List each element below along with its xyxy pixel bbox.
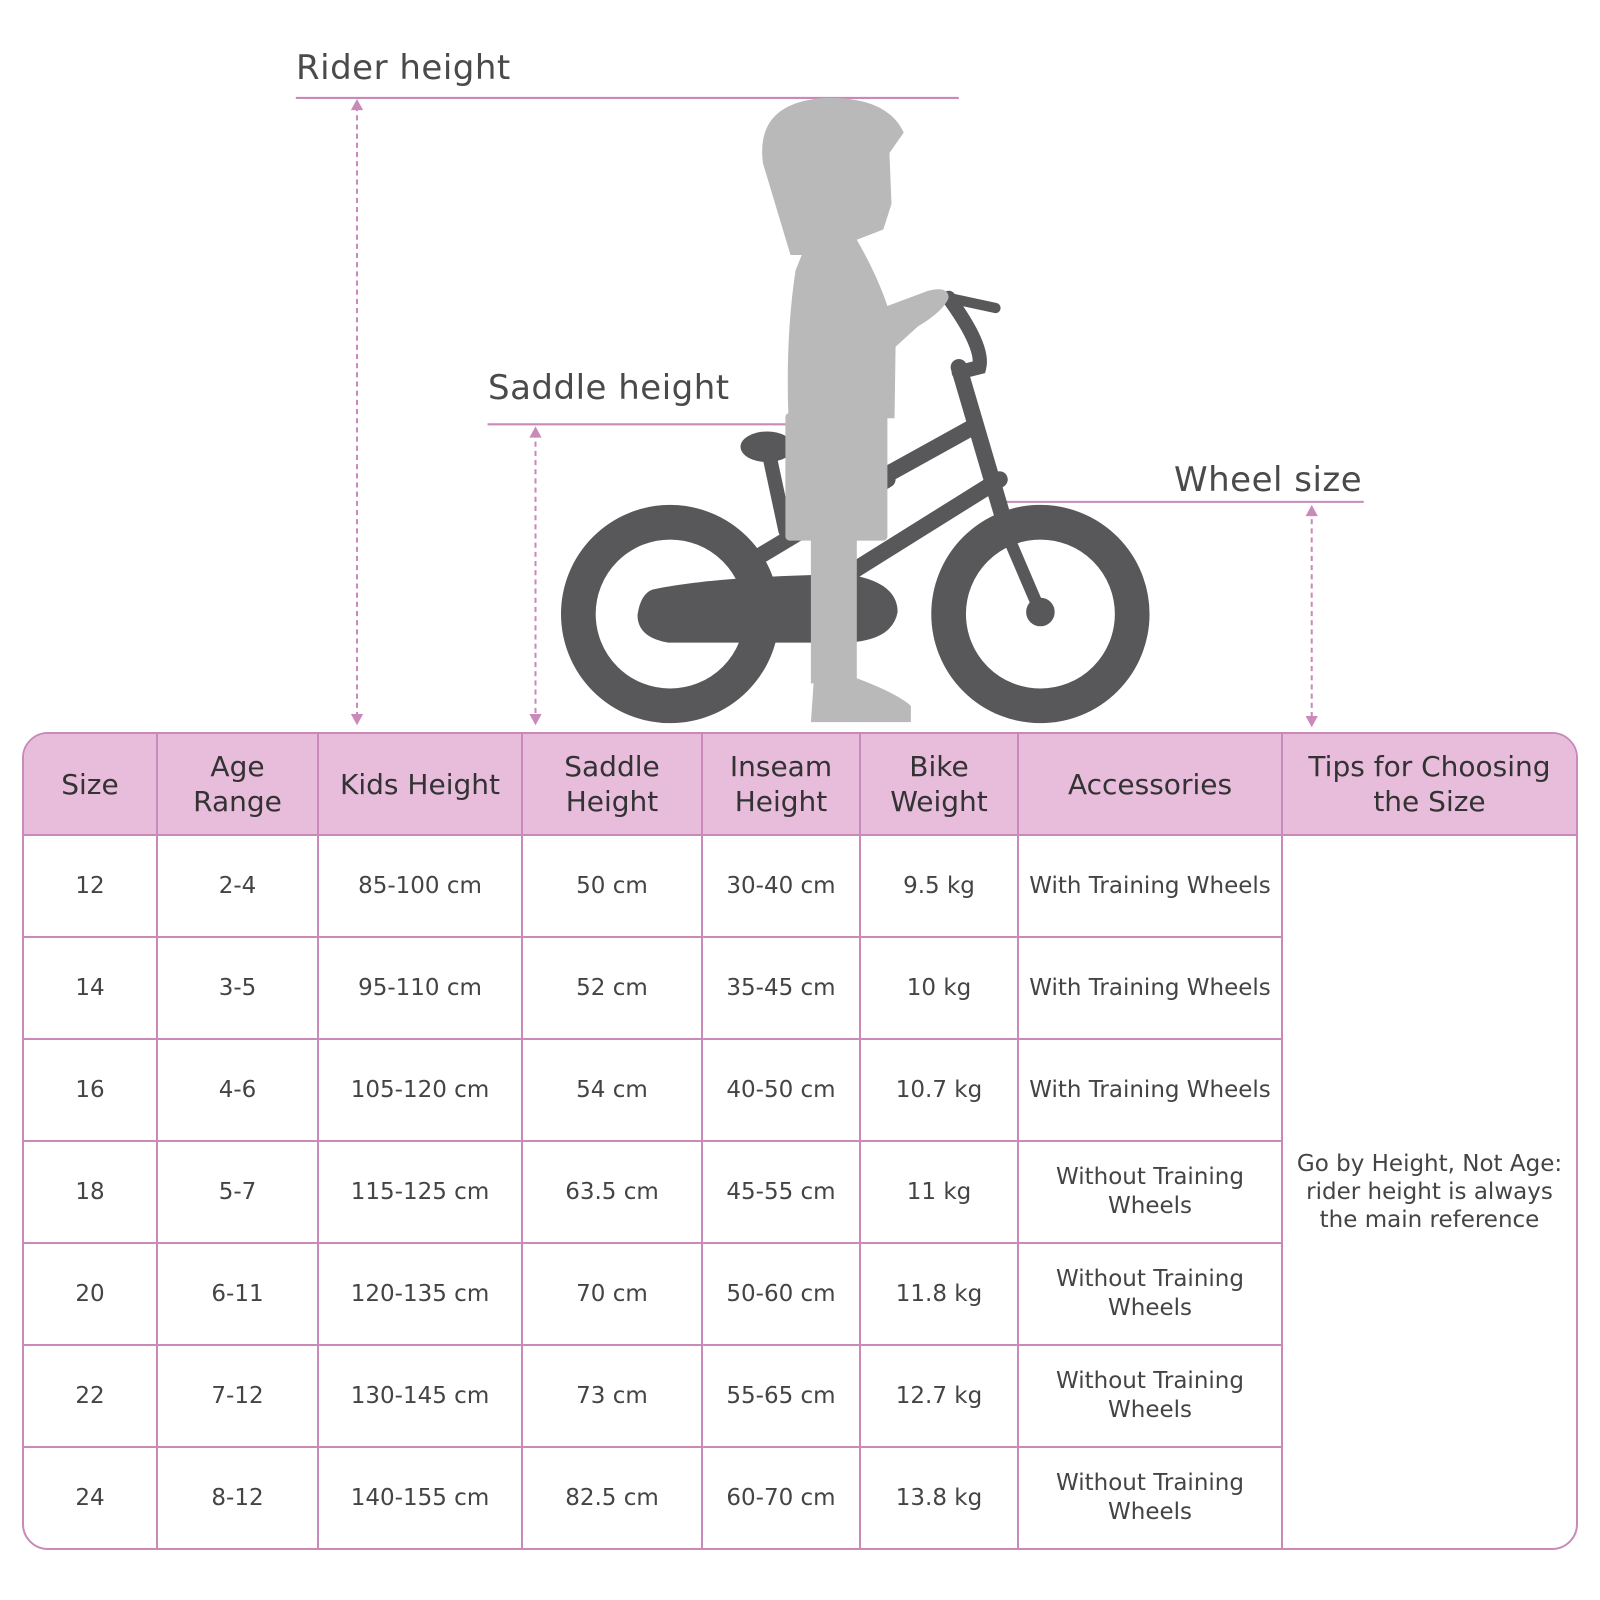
rider-height-label: Rider height [296,48,511,88]
arrow-up-icon [1305,504,1318,517]
wheel-size-label: Wheel size [1174,460,1363,500]
table-header-row: Size Age Range Kids Height Saddle Height… [24,734,1576,836]
cell-accessories: With Training Wheels [1019,836,1283,938]
cell-accessories: With Training Wheels [1019,1040,1283,1142]
cell-accessories: With Training Wheels [1019,938,1283,1040]
cell-accessories: Without Training Wheels [1019,1142,1283,1244]
table-row: 16 4-6 105-120 cm 54 cm 40-50 cm 10.7 kg With … [24,1040,1576,1142]
cell-kids-height: 105-120 cm [319,1040,523,1142]
header-accessories: Accessories [1019,734,1283,836]
saddle-icon [740,431,794,463]
arrow-down-icon [1305,716,1318,728]
cell-bike-weight: 10 kg [861,938,1019,1040]
cell-age-range: 3-5 [158,938,319,1040]
chain-guard-icon [637,574,898,643]
size-chart-table: Size Age Range Kids Height Saddle Height… [22,732,1578,1550]
cell-accessories: Without Training Wheels [1019,1346,1283,1448]
cell-saddle-height: 70 cm [523,1244,703,1346]
arrow-down-icon [529,714,542,726]
arrow-up-icon [350,98,364,111]
header-saddle-height: Saddle Height [523,734,703,836]
cell-kids-height: 140-155 cm [319,1448,523,1548]
cell-size: 12 [24,836,158,938]
header-age-range: Age Range [158,734,319,836]
cell-inseam-height: 50-60 cm [703,1244,861,1346]
table-row: 14 3-5 95-110 cm 52 cm 35-45 cm 10 kg With Tra… [24,938,1576,1040]
cell-inseam-height: 40-50 cm [703,1040,861,1142]
table-row: 12 2-4 85-100 cm 50 cm 30-40 cm 9.5 kg With Tr… [24,836,1576,1233]
table-row: 20 6-11 120-135 cm 70 cm 50-60 cm 11.8 kg With… [24,1244,1576,1346]
cell-saddle-height: 50 cm [523,836,703,938]
cell-inseam-height: 60-70 cm [703,1448,861,1548]
cell-size: 16 [24,1040,158,1142]
cell-inseam-height: 55-65 cm [703,1346,861,1448]
cell-size: 24 [24,1448,158,1548]
table-row: 22 7-12 130-145 cm 73 cm 55-65 cm 12.7 kg With… [24,1346,1576,1448]
cell-size: 18 [24,1142,158,1244]
cell-tips: Go by Height, Not Age: rider height is a… [1296,1151,1563,1233]
cell-kids-height: 120-135 cm [319,1244,523,1346]
cell-bike-weight: 12.7 kg [861,1346,1019,1448]
arrow-up-icon [529,426,542,438]
cell-accessories: Without Training Wheels [1019,1448,1283,1548]
cell-age-range: 7-12 [158,1346,319,1448]
arrow-down-icon [350,714,364,726]
cell-bike-weight: 13.8 kg [861,1448,1019,1548]
cell-size: 22 [24,1346,158,1448]
header-size: Size [24,734,158,836]
cell-age-range: 6-11 [158,1244,319,1346]
table-row: 18 5-7 115-125 cm 63.5 cm 45-55 cm 11 kg Witho… [24,1142,1576,1244]
header-tips: Tips for Choosing the Size [1283,734,1576,836]
child-silhouette-icon [762,97,949,723]
saddle-height-label: Saddle height [488,368,730,408]
cell-age-range: 8-12 [158,1448,319,1548]
cell-bike-weight: 11 kg [861,1142,1019,1244]
cell-saddle-height: 52 cm [523,938,703,1040]
cell-accessories: Without Training Wheels [1019,1244,1283,1346]
cell-saddle-height: 54 cm [523,1040,703,1142]
cell-saddle-height: 73 cm [523,1346,703,1448]
cell-inseam-height: 45-55 cm [703,1142,861,1244]
cell-kids-height: 115-125 cm [319,1142,523,1244]
cell-saddle-height: 82.5 cm [523,1448,703,1548]
cell-kids-height: 95-110 cm [319,938,523,1040]
cell-age-range: 2-4 [158,836,319,938]
cell-bike-weight: 11.8 kg [861,1244,1019,1346]
hub-icon [1026,597,1055,627]
cell-kids-height: 85-100 cm [319,836,523,938]
cell-inseam-height: 35-45 cm [703,938,861,1040]
cell-saddle-height: 63.5 cm [523,1142,703,1244]
cell-bike-weight: 9.5 kg [861,836,1019,938]
header-kids-height: Kids Height [319,734,523,836]
header-inseam-height: Inseam Height [703,734,861,836]
cell-size: 14 [24,938,158,1040]
cell-inseam-height: 30-40 cm [703,836,861,938]
cell-bike-weight: 10.7 kg [861,1040,1019,1142]
cell-age-range: 4-6 [158,1040,319,1142]
cell-size: 20 [24,1244,158,1346]
cell-kids-height: 130-145 cm [319,1346,523,1448]
table-row: 24 8-12 140-155 cm 82.5 cm 60-70 cm 13.8 kg Wi… [24,1448,1576,1548]
bike-illustration [295,96,1364,728]
cell-age-range: 5-7 [158,1142,319,1244]
header-bike-weight: Bike Weight [861,734,1019,836]
